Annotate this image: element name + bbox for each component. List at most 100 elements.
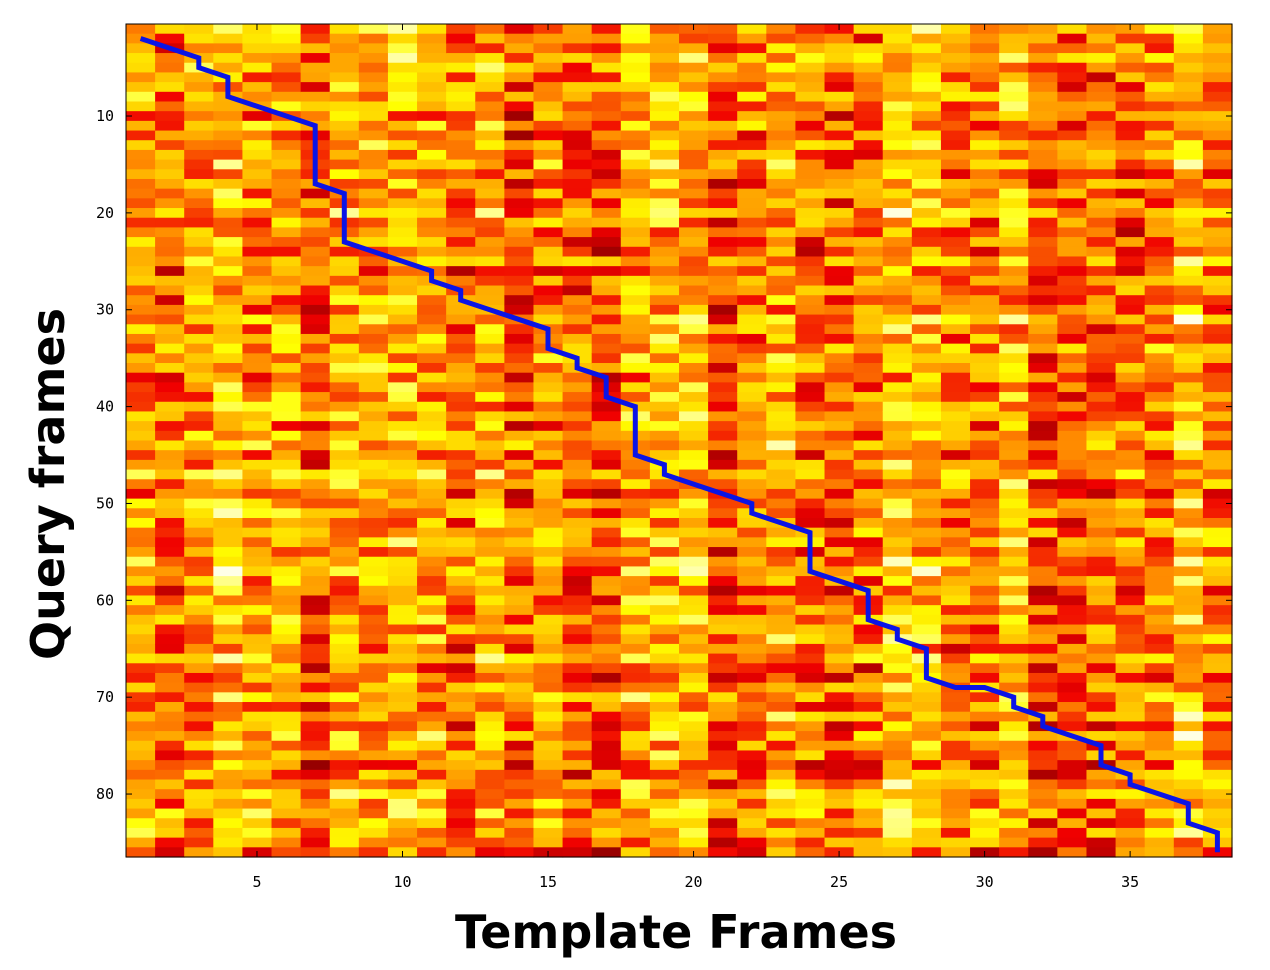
heatmap-cell — [184, 227, 214, 238]
heatmap-cell — [1202, 692, 1233, 703]
heatmap-cell — [1086, 672, 1117, 684]
heatmap-cell — [649, 692, 680, 703]
heatmap-cell — [911, 798, 942, 810]
heatmap-cell — [882, 24, 913, 35]
heatmap-cell — [126, 314, 156, 325]
heatmap-cell — [504, 547, 535, 558]
heatmap-cell — [329, 653, 360, 664]
heatmap-cell — [184, 149, 214, 161]
heatmap-cell — [155, 430, 185, 442]
heatmap-cell — [155, 624, 185, 635]
heatmap-cell — [387, 101, 418, 112]
heatmap-cell — [533, 149, 564, 161]
heatmap-cell — [271, 711, 302, 722]
heatmap-cell — [1115, 585, 1146, 597]
heatmap-cell — [999, 576, 1029, 587]
heatmap-cell — [1144, 421, 1175, 432]
heatmap-cell — [300, 769, 331, 781]
heatmap-cell — [475, 479, 505, 490]
heatmap-cell — [766, 537, 797, 548]
heatmap-cell — [737, 585, 767, 597]
heatmap-cell — [387, 440, 418, 451]
heatmap-cell — [911, 304, 942, 316]
heatmap-cell — [358, 517, 389, 529]
heatmap-cell — [853, 527, 884, 538]
heatmap-cell — [679, 33, 709, 44]
heatmap-cell — [358, 789, 389, 800]
heatmap-cell — [1057, 62, 1088, 74]
heatmap-cell — [882, 517, 913, 529]
heatmap-cell — [824, 246, 855, 258]
heatmap-cell — [795, 798, 826, 810]
heatmap-cell — [504, 740, 535, 752]
heatmap-cell — [795, 382, 826, 393]
heatmap-cell — [300, 24, 331, 35]
heatmap-cell — [271, 808, 302, 819]
heatmap-cell — [708, 188, 738, 199]
heatmap-cell — [911, 450, 942, 461]
heatmap-cell — [1115, 653, 1146, 664]
heatmap-cell — [126, 440, 156, 451]
heatmap-cell — [126, 595, 156, 606]
heatmap-cell — [970, 827, 1000, 839]
heatmap-cell — [562, 198, 593, 209]
heatmap-cell — [620, 295, 651, 306]
heatmap-cell — [911, 605, 942, 616]
heatmap-cell — [446, 401, 476, 413]
heatmap-cell — [824, 53, 855, 64]
heatmap-cell — [911, 237, 942, 248]
heatmap-cell — [562, 566, 593, 577]
heatmap-cell — [387, 324, 418, 335]
heatmap-cell — [213, 188, 244, 199]
heatmap-cell — [271, 353, 302, 364]
heatmap-cell — [155, 266, 185, 277]
heatmap-cell — [1202, 808, 1233, 819]
heatmap-cell — [1173, 256, 1204, 267]
heatmap-cell — [329, 372, 360, 383]
heatmap-cell — [475, 411, 505, 422]
heatmap-cell — [562, 217, 593, 229]
heatmap-cell — [737, 295, 767, 306]
heatmap-cell — [446, 246, 476, 258]
heatmap-cell — [795, 82, 826, 93]
heatmap-cell — [300, 82, 331, 93]
heatmap-cell — [737, 634, 767, 645]
heatmap-cell — [562, 372, 593, 383]
heatmap-cell — [1173, 711, 1204, 722]
heatmap-cell — [649, 227, 680, 238]
heatmap-cell — [387, 808, 418, 819]
heatmap-cell — [911, 624, 942, 635]
heatmap-cell — [271, 324, 302, 335]
heatmap-cell — [126, 82, 156, 93]
heatmap-cell — [853, 731, 884, 742]
heatmap-cell — [940, 411, 971, 422]
heatmap-cell — [737, 169, 767, 180]
heatmap-cell — [1115, 372, 1146, 383]
heatmap-cell — [533, 256, 564, 267]
heatmap-cell — [446, 217, 476, 229]
heatmap-cell — [1202, 498, 1233, 509]
heatmap-cell — [504, 130, 535, 141]
heatmap-cell — [620, 653, 651, 664]
heatmap-cell — [1057, 808, 1088, 819]
heatmap-cell — [795, 314, 826, 325]
heatmap-cell — [1115, 421, 1146, 432]
heatmap-cell — [1173, 304, 1204, 316]
heatmap-cell — [242, 488, 273, 500]
heatmap-cell — [475, 798, 505, 810]
heatmap-cell — [1086, 411, 1117, 422]
heatmap-cell — [126, 24, 156, 35]
heatmap-cell — [882, 314, 913, 325]
heatmap-cell — [824, 33, 855, 44]
heatmap-cell — [853, 333, 884, 345]
heatmap-cell — [591, 692, 622, 703]
heatmap-cell — [1028, 430, 1058, 442]
heatmap-cell — [1144, 401, 1175, 413]
heatmap-cell — [126, 653, 156, 664]
heatmap-cell — [795, 198, 826, 209]
heatmap-cell — [300, 808, 331, 819]
heatmap-cell — [417, 605, 447, 616]
heatmap-cell — [620, 547, 651, 558]
heatmap-cell — [300, 450, 331, 461]
heatmap-cell — [242, 53, 273, 64]
